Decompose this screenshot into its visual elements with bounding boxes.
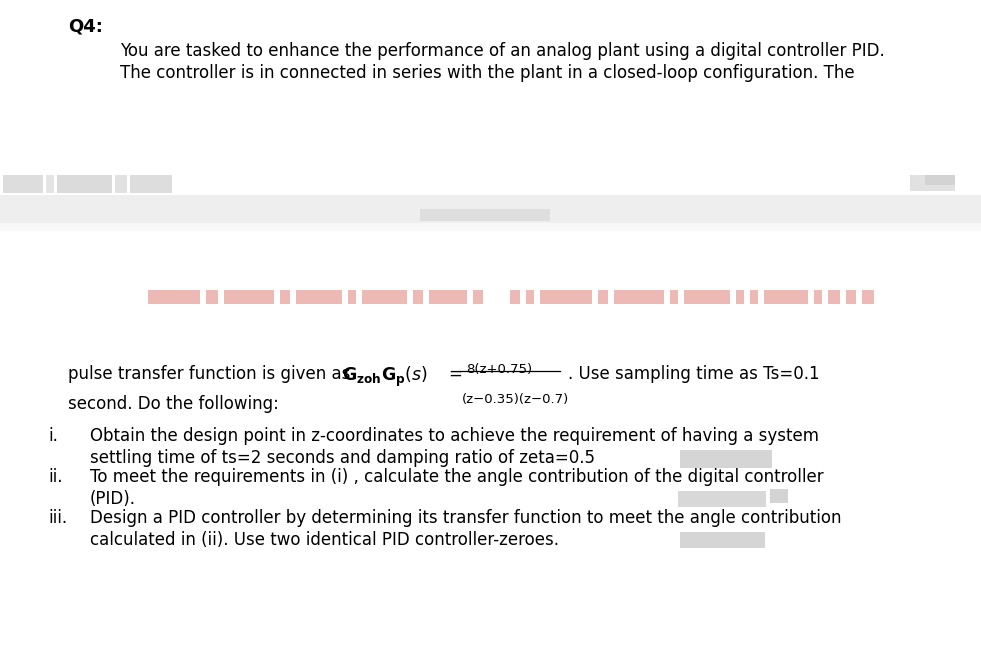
Bar bbox=[770, 489, 788, 503]
Text: calculated in (ii). Use two identical PID controller-zeroes.: calculated in (ii). Use two identical PI… bbox=[90, 531, 559, 549]
Text: settling time of ts=2 seconds and damping ratio of zeta=0.5: settling time of ts=2 seconds and dampin… bbox=[90, 449, 595, 467]
Text: =: = bbox=[448, 365, 462, 383]
Bar bbox=[680, 450, 772, 468]
Bar bbox=[296, 290, 342, 304]
Bar bbox=[526, 290, 534, 304]
Bar bbox=[598, 290, 608, 304]
Bar bbox=[57, 175, 112, 193]
Bar bbox=[680, 532, 765, 548]
Text: The controller is in connected in series with the plant in a closed-loop configu: The controller is in connected in series… bbox=[120, 64, 854, 82]
Text: (PID).: (PID). bbox=[90, 490, 136, 508]
Bar bbox=[0, 195, 981, 223]
Bar bbox=[910, 175, 955, 191]
Bar bbox=[814, 290, 822, 304]
Text: Obtain the design point in z-coordinates to achieve the requirement of having a : Obtain the design point in z-coordinates… bbox=[90, 427, 819, 445]
Bar bbox=[130, 175, 172, 193]
Bar bbox=[846, 290, 856, 304]
Bar bbox=[473, 290, 483, 304]
Bar bbox=[115, 175, 127, 193]
Bar bbox=[413, 290, 423, 304]
Bar bbox=[678, 491, 766, 507]
Bar bbox=[540, 290, 592, 304]
Bar bbox=[764, 290, 808, 304]
Bar bbox=[670, 290, 678, 304]
Bar bbox=[736, 290, 744, 304]
Bar bbox=[362, 290, 407, 304]
Text: Q4:: Q4: bbox=[68, 18, 103, 36]
Bar bbox=[510, 290, 520, 304]
Text: You are tasked to enhance the performance of an analog plant using a digital con: You are tasked to enhance the performanc… bbox=[120, 42, 885, 60]
Bar bbox=[348, 290, 356, 304]
Bar bbox=[3, 175, 43, 193]
Bar bbox=[614, 290, 664, 304]
Bar bbox=[750, 290, 758, 304]
Bar bbox=[224, 290, 274, 304]
Bar bbox=[280, 290, 290, 304]
Bar bbox=[46, 175, 54, 193]
Text: (z−0.35)(z−0.7): (z−0.35)(z−0.7) bbox=[462, 393, 569, 406]
Bar bbox=[684, 290, 730, 304]
Text: To meet the requirements in (i) , calculate the angle contribution of the digita: To meet the requirements in (i) , calcul… bbox=[90, 468, 824, 486]
Text: second. Do the following:: second. Do the following: bbox=[68, 395, 279, 413]
Text: $\mathbf{G_{zoh}G_p}$$(s)$: $\mathbf{G_{zoh}G_p}$$(s)$ bbox=[342, 365, 428, 389]
Bar bbox=[148, 290, 200, 304]
Bar bbox=[862, 290, 874, 304]
Bar bbox=[429, 290, 467, 304]
Text: ii.: ii. bbox=[48, 468, 63, 486]
Text: 8(z+0.75): 8(z+0.75) bbox=[466, 363, 532, 376]
Bar bbox=[206, 290, 218, 304]
Bar bbox=[420, 209, 550, 221]
Text: Design a PID controller by determining its transfer function to meet the angle c: Design a PID controller by determining i… bbox=[90, 509, 842, 527]
Text: iii.: iii. bbox=[48, 509, 67, 527]
Text: pulse transfer function is given as: pulse transfer function is given as bbox=[68, 365, 356, 383]
Bar bbox=[0, 223, 981, 231]
Text: . Use sampling time as Ts=0.1: . Use sampling time as Ts=0.1 bbox=[568, 365, 819, 383]
Bar bbox=[925, 175, 955, 185]
Text: i.: i. bbox=[48, 427, 58, 445]
Bar bbox=[828, 290, 840, 304]
